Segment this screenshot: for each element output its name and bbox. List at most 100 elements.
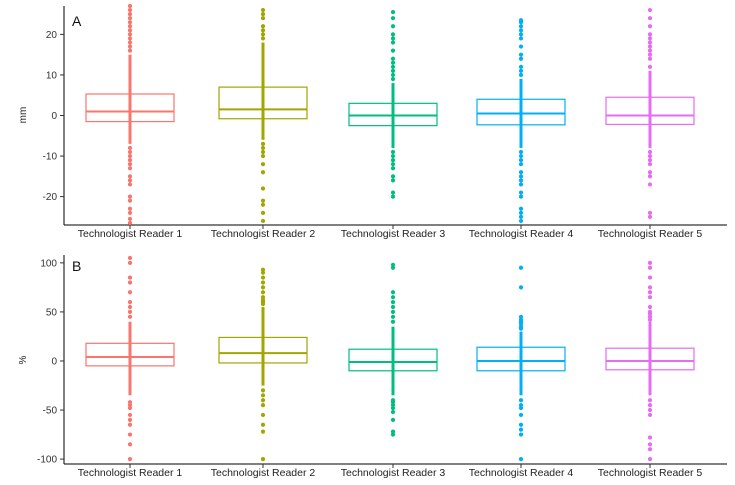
data-point <box>518 56 524 61</box>
data-point <box>390 265 396 270</box>
data-point <box>390 194 396 199</box>
data-point <box>647 265 653 270</box>
data-point <box>518 178 524 183</box>
data-point <box>390 9 396 15</box>
data-point <box>127 28 133 33</box>
data-point <box>390 304 396 310</box>
data-point <box>518 162 524 167</box>
data-point <box>260 422 266 427</box>
data-point <box>518 158 524 163</box>
data-point <box>260 170 266 175</box>
data-point <box>647 52 653 57</box>
data-point <box>518 218 524 224</box>
y-tick-label: 0 <box>51 356 57 367</box>
data-point <box>127 36 133 41</box>
data-point <box>390 162 396 167</box>
data-point <box>518 24 524 29</box>
data-point <box>647 447 653 452</box>
y-tick-label: 20 <box>46 30 58 41</box>
data-point <box>647 210 653 215</box>
y-tick-label: -20 <box>43 192 58 203</box>
data-point <box>647 317 653 322</box>
data-point <box>127 178 133 183</box>
data-point <box>647 412 653 418</box>
data-point <box>518 194 524 199</box>
data-point <box>127 417 133 422</box>
data-point <box>260 393 266 398</box>
panel-label: A <box>72 13 82 29</box>
data-point <box>127 216 133 222</box>
y-axis-title: % <box>18 355 29 364</box>
data-point <box>260 275 266 280</box>
x-tick-label: Technologist Reader 3 <box>341 228 446 240</box>
data-point <box>518 314 524 319</box>
data-point <box>127 255 133 261</box>
data-point <box>127 12 133 17</box>
data-point <box>390 40 396 45</box>
data-point <box>390 64 396 69</box>
panel-a: -20 -10 0 10 20 mm A Technologist Reader 1 Techn… <box>18 3 727 240</box>
data-point <box>127 403 133 408</box>
data-point <box>127 162 133 167</box>
data-point <box>647 403 653 408</box>
data-point <box>260 398 266 403</box>
data-point <box>518 153 524 159</box>
data-point <box>260 162 266 167</box>
data-point <box>127 405 133 411</box>
data-point <box>390 56 396 61</box>
data-point <box>647 290 653 295</box>
data-point <box>390 158 396 163</box>
data-point <box>647 153 653 159</box>
data-point <box>127 40 133 45</box>
data-point <box>647 40 653 45</box>
data-point <box>260 198 266 203</box>
data-point <box>518 324 524 329</box>
data-point <box>260 28 266 33</box>
data-point <box>127 166 133 171</box>
x-tick-label: Technologist Reader 2 <box>211 467 316 479</box>
data-point <box>390 295 396 300</box>
data-point <box>647 32 653 37</box>
box-4: Technologist Reader 4 <box>469 265 573 479</box>
data-point <box>518 36 524 41</box>
data-point <box>260 12 266 17</box>
data-point <box>390 68 396 73</box>
data-point <box>647 158 653 163</box>
data-point <box>647 16 653 21</box>
data-point <box>390 48 396 53</box>
data-point <box>390 262 396 267</box>
data-point <box>647 295 653 300</box>
data-point <box>127 20 133 25</box>
data-point <box>647 44 653 49</box>
data-point <box>127 442 133 447</box>
data-point <box>127 432 133 437</box>
data-point <box>390 32 396 37</box>
data-point <box>518 405 524 411</box>
data-point <box>390 409 396 415</box>
data-point <box>647 435 653 440</box>
data-point <box>127 304 133 310</box>
data-point <box>260 7 266 13</box>
data-point <box>127 3 133 9</box>
x-tick-label: Technologist Reader 2 <box>211 228 316 240</box>
data-point <box>390 60 396 65</box>
data-point <box>518 398 524 403</box>
data-point <box>518 265 524 270</box>
data-point <box>647 64 653 69</box>
data-point <box>647 442 653 447</box>
data-point <box>647 48 653 53</box>
data-point <box>127 194 133 199</box>
box-4: Technologist Reader 4 <box>469 18 574 240</box>
data-point <box>647 314 653 319</box>
data-point <box>518 206 524 211</box>
data-point <box>647 309 653 315</box>
data-point <box>518 32 524 37</box>
data-point <box>390 319 396 324</box>
data-point <box>127 145 133 151</box>
data-point <box>127 210 133 215</box>
y-tick-label: -100 <box>37 455 57 466</box>
panel-b: -100 -50 0 50 100% B Technologist Reader 1 Tech… <box>18 255 727 479</box>
data-point <box>647 162 653 167</box>
x-tick-label: Technologist Reader 4 <box>469 228 574 240</box>
